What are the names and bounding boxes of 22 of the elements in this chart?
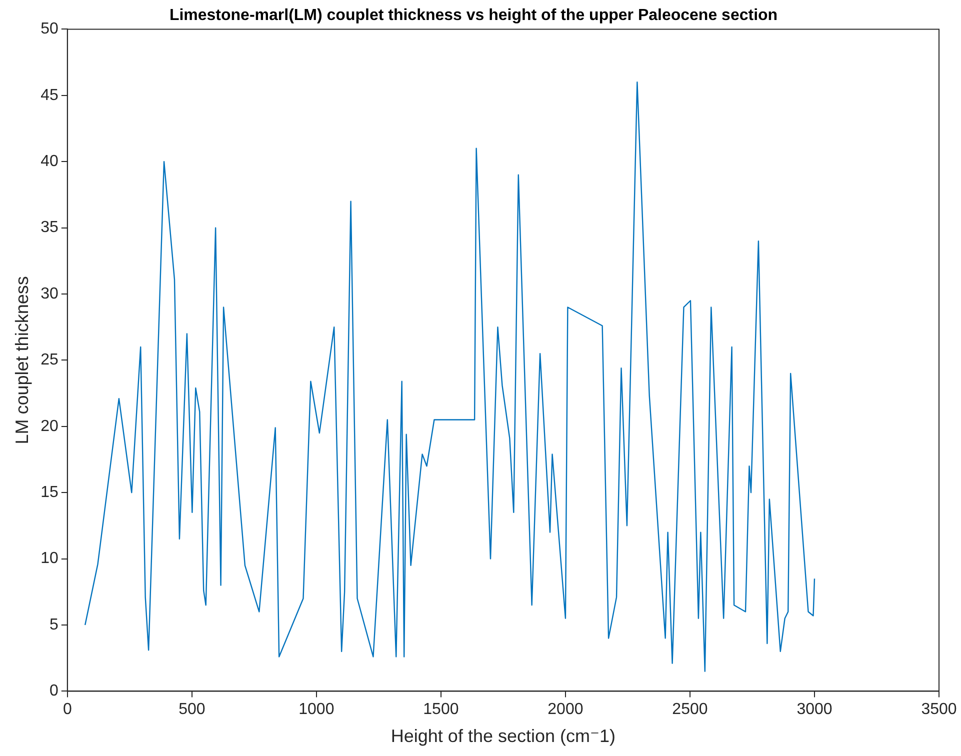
y-tick-label: 40 [40, 153, 58, 170]
y-tick-label: 15 [40, 484, 58, 502]
x-tick-label: 1500 [423, 701, 459, 718]
y-tick-label: 45 [40, 86, 58, 104]
x-tick-label: 500 [178, 701, 206, 718]
y-tick-label: 25 [40, 352, 58, 369]
chart-title: Limestone-marl(LM) couplet thickness vs height of the upper Paleocene section [169, 7, 778, 24]
y-axis-title: LM couplet thickness [12, 276, 32, 444]
y-tick-label: 20 [40, 418, 58, 435]
x-tick-label: 3000 [796, 701, 832, 718]
y-tick-label: 30 [40, 285, 58, 302]
y-tick-label: 5 [49, 616, 58, 634]
x-axis-title: Height of the section (cm⁻1) [390, 726, 616, 746]
x-tick-label: 0 [62, 701, 72, 718]
x-tick-label: 3500 [921, 701, 957, 718]
y-tick-label: 0 [49, 682, 58, 700]
x-tick-label: 1000 [298, 701, 334, 718]
y-tick-label: 10 [40, 550, 58, 568]
x-tick-label: 2500 [672, 701, 708, 718]
y-tick-label: 35 [40, 219, 58, 236]
y-tick-label: 50 [40, 20, 58, 38]
x-tick-label: 2000 [548, 701, 584, 718]
